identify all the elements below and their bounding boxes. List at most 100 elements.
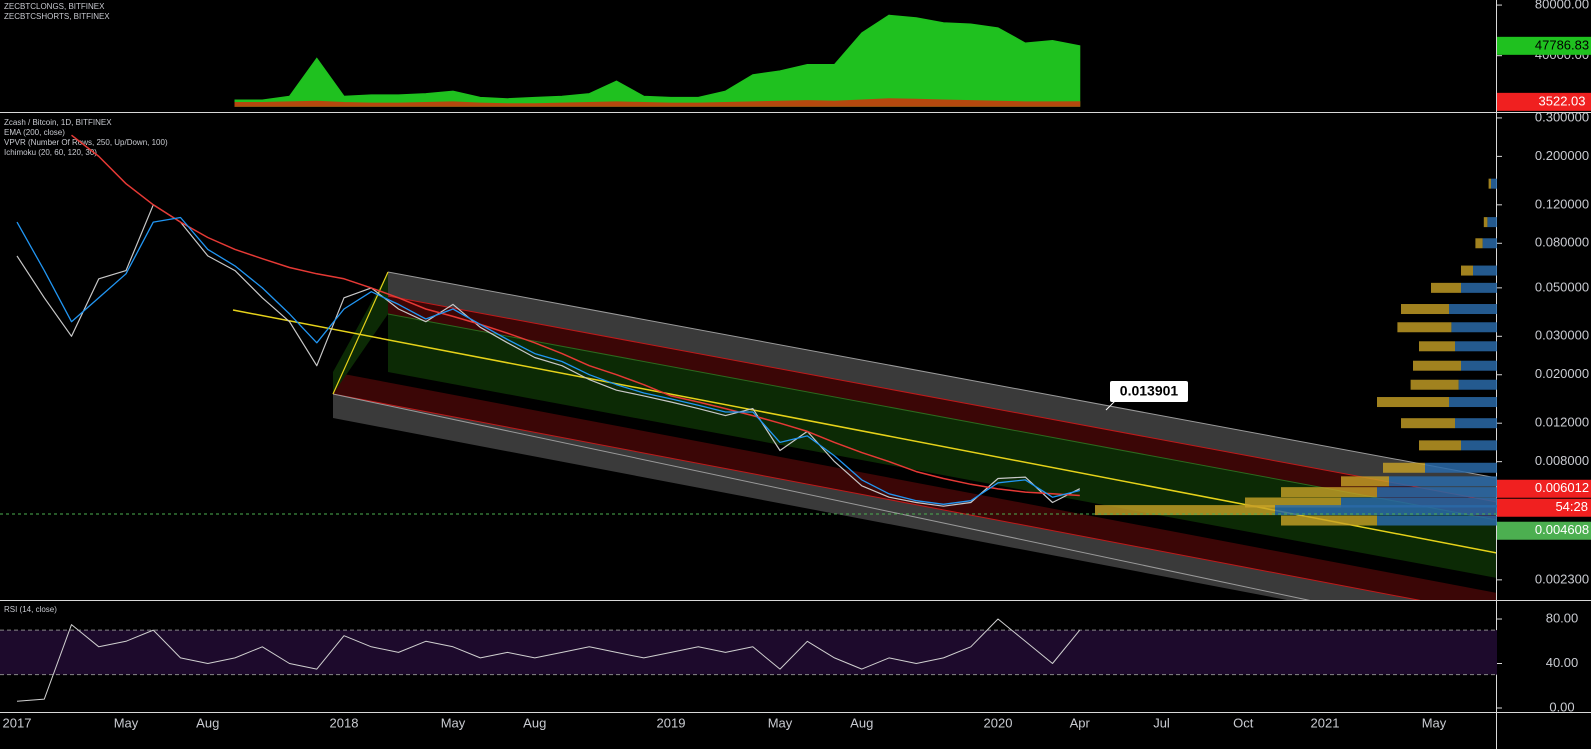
vpvr-up	[1449, 397, 1497, 408]
channel-upper-red	[388, 296, 1497, 520]
vpvr-up	[1275, 505, 1497, 516]
y-tick-label: 80.00	[1546, 610, 1579, 625]
vpvr-up	[1491, 178, 1497, 189]
callout-box	[1110, 381, 1188, 402]
y-tick-label: 0.120000	[1535, 196, 1589, 211]
y-tick-label: 0.00	[1549, 699, 1574, 714]
vpvr-up	[1341, 497, 1497, 508]
x-tick-label: 2021	[1311, 715, 1340, 730]
vpvr-down	[1377, 397, 1449, 408]
vpvr-up	[1455, 341, 1497, 352]
legend-entry: VPVR (Number Of Rows, 250, Up/Down, 100)	[4, 138, 168, 147]
vpvr-down	[1281, 515, 1377, 526]
y-tick-label: 0.008000	[1535, 453, 1589, 468]
vpvr-up	[1487, 217, 1497, 228]
series-line	[71, 134, 1080, 497]
vpvr-down	[1431, 282, 1461, 293]
vpvr-down	[1419, 341, 1455, 352]
vpvr-up	[1482, 238, 1497, 249]
vpvr-down	[1461, 265, 1473, 276]
vpvr-down	[1383, 462, 1425, 473]
x-tick-label: May	[768, 715, 793, 730]
channel-line	[387, 313, 1497, 521]
channel-upper-gray	[388, 272, 1497, 502]
legend-entry: ZECBTCSHORTS, BITFINEX	[4, 12, 110, 21]
vpvr-up	[1451, 322, 1497, 333]
legend-entry: RSI (14, close)	[4, 605, 57, 614]
legend-entry: EMA (200, close)	[4, 128, 65, 137]
series-line	[16, 216, 1080, 505]
x-tick-label: Jul	[1153, 715, 1170, 730]
x-tick-label: May	[114, 715, 139, 730]
regression-channel	[232, 271, 1497, 600]
x-tick-label: Oct	[1233, 715, 1254, 730]
countdown-label: 54:28	[1555, 499, 1588, 514]
y-tick-label: 80000.00	[1535, 0, 1589, 11]
vpvr-up	[1425, 462, 1497, 473]
series-area	[234, 14, 1081, 107]
vpvr-up	[1377, 487, 1497, 498]
vpvr-down	[1483, 217, 1488, 228]
x-tick-label: Aug	[196, 715, 219, 730]
vpvr-up	[1461, 360, 1497, 371]
vpvr-down	[1341, 476, 1389, 487]
y-tick-label: 0.300000	[1535, 109, 1589, 124]
vpvr-up	[1455, 418, 1497, 429]
x-tick-label: 2019	[657, 715, 686, 730]
y-tick-label: 0.050000	[1535, 279, 1589, 294]
x-tick-label: 2020	[984, 715, 1013, 730]
y-tick-label: 0.080000	[1535, 235, 1589, 250]
rsi-band	[0, 630, 1497, 675]
x-tick-label: 2018	[330, 715, 359, 730]
channel-line	[387, 295, 1497, 503]
x-tick-label: Aug	[523, 715, 546, 730]
y-tick-label: 40.00	[1546, 655, 1579, 670]
vpvr-down	[1401, 418, 1455, 429]
last-value-badge	[1497, 36, 1591, 55]
last-price-label: 0.006012	[1535, 480, 1589, 495]
channel-bottom-line	[332, 393, 1311, 600]
callout-label: 0.013901	[1120, 383, 1179, 399]
vpvr-up	[1461, 282, 1497, 293]
x-tick-label: Aug	[850, 715, 873, 730]
vpvr-down	[1397, 322, 1452, 333]
vpvr-up	[1389, 476, 1497, 487]
last-value-label: 3522.03	[1539, 93, 1586, 108]
callout-pointer	[1105, 400, 1116, 411]
countdown-badge	[1497, 498, 1591, 517]
legend-entry: ZECBTCLONGS, BITFINEX	[4, 2, 105, 11]
vpvr-up	[1377, 515, 1497, 526]
x-tick-label: 2017	[3, 715, 32, 730]
vpvr-down	[1281, 487, 1377, 498]
series-line	[16, 204, 1081, 507]
x-tick-label: May	[441, 715, 466, 730]
vpvr-down	[1401, 304, 1449, 315]
last-value-label: 47786.83	[1535, 37, 1589, 52]
vpvr-down	[1488, 178, 1491, 189]
vpvr-down	[1413, 360, 1461, 371]
last-value-badge	[1497, 92, 1591, 111]
vpvr-down	[1475, 238, 1483, 249]
series-area	[234, 98, 1081, 107]
y-tick-label: 0.012000	[1535, 415, 1589, 430]
vpvr-down	[1419, 440, 1461, 451]
y-tick-label: 0.030000	[1535, 328, 1589, 343]
channel-line	[332, 393, 1421, 600]
channel-top-line	[387, 271, 1497, 479]
y-tick-label: 0.002300	[1535, 571, 1589, 586]
vpvr-up	[1473, 265, 1497, 276]
last-price-badge	[1497, 479, 1591, 498]
hline-label: 0.004608	[1535, 522, 1589, 537]
channel-diagonal	[332, 271, 389, 395]
vpvr-down	[1245, 497, 1341, 508]
vpvr-down	[1095, 505, 1275, 516]
y-tick-label: 0.020000	[1535, 366, 1589, 381]
hline-badge	[1497, 521, 1591, 540]
x-tick-label: Apr	[1070, 715, 1091, 730]
vpvr-up	[1461, 440, 1497, 451]
y-tick-label: 0.200000	[1535, 148, 1589, 163]
legend-entry: Zcash / Bitcoin, 1D, BITFINEX	[4, 118, 112, 127]
vpvr-up	[1449, 304, 1497, 315]
